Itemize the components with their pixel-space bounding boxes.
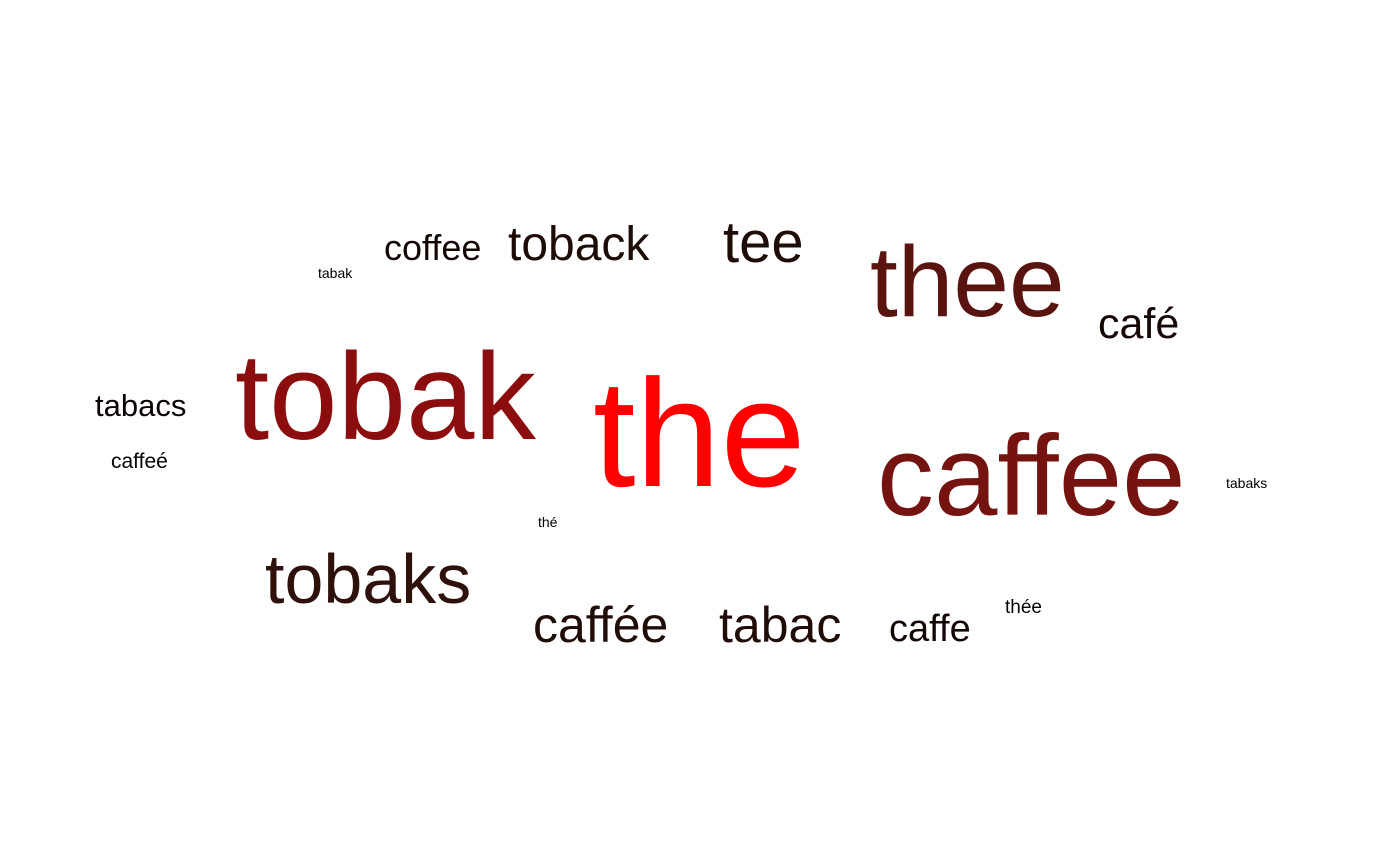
word-tobak: tobak	[235, 329, 536, 466]
word-tabaks: tabaks	[1226, 475, 1268, 491]
word-cafe: café	[1098, 300, 1180, 348]
word-caffee-accent: caffée	[533, 597, 669, 653]
word-tabacs: tabacs	[95, 388, 187, 423]
word-coffee: coffee	[384, 227, 482, 268]
word-thee: thee	[870, 226, 1065, 338]
word-tobaks: tobaks	[265, 540, 472, 618]
word-caffee-final-accent: caffeé	[111, 450, 168, 473]
word-caffe: caffe	[889, 608, 971, 650]
word-caffee: caffee	[877, 413, 1186, 540]
word-thee-accent: thée	[1005, 597, 1042, 618]
word-tee: tee	[723, 210, 804, 275]
word-the: the	[593, 348, 806, 519]
word-tabak: tabak	[318, 265, 353, 281]
word-tabac: tabac	[719, 597, 842, 653]
word-the-accent: thé	[538, 514, 558, 530]
word-toback: toback	[508, 218, 650, 271]
